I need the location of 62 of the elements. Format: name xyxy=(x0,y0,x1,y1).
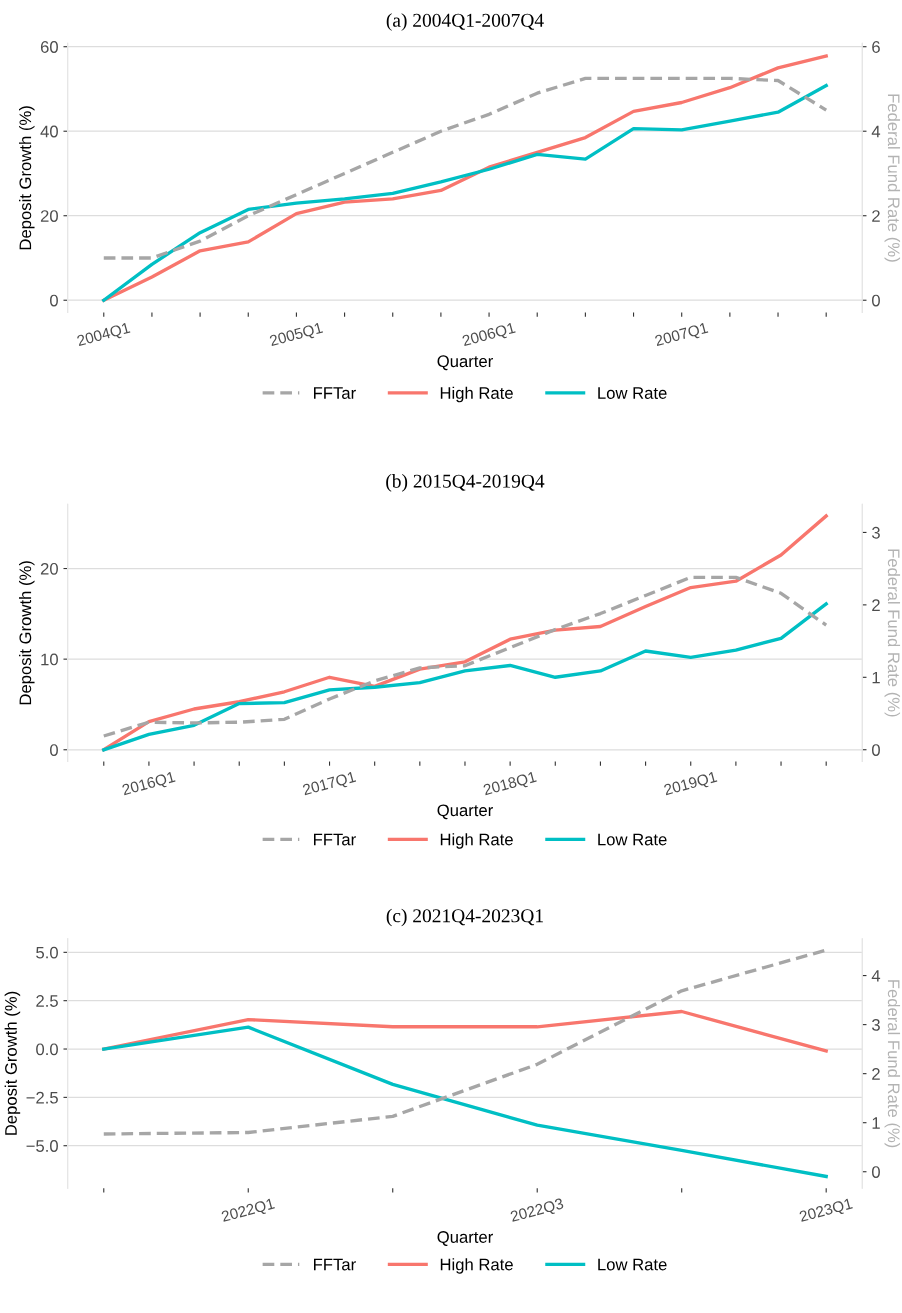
x-axis-title: Quarter xyxy=(437,355,493,371)
y-tick-label: 5.0 xyxy=(36,946,58,959)
x-tick-label: 2005Q1 xyxy=(269,322,324,349)
legend-label: Low Rate xyxy=(598,833,667,846)
x-tick-label: 2018Q1 xyxy=(482,771,538,798)
legend-label: High Rate xyxy=(440,386,513,403)
x-tick-label: 2017Q1 xyxy=(302,771,357,798)
y2-axis-title: Federal Fund Rate (%) xyxy=(884,980,901,1148)
x-tick-label: 2016Q1 xyxy=(121,771,177,798)
y-tick-label: 0 xyxy=(50,744,58,756)
y2-tick-label: 3 xyxy=(871,1019,880,1031)
y2-axis-title: Federal Fund Rate (%) xyxy=(884,549,901,717)
legend-label: FFTar xyxy=(314,1258,356,1271)
y2-tick-label: 2 xyxy=(872,599,880,611)
y-tick-label: 20 xyxy=(40,562,58,575)
y-tick-label: −5.0 xyxy=(26,1140,58,1152)
x-tick-label: 2019Q1 xyxy=(663,771,719,798)
y2-tick-label: 6 xyxy=(872,41,880,53)
y-tick-label: −2.5 xyxy=(26,1091,58,1104)
y-tick-label: 20 xyxy=(40,210,58,222)
y-axis-title: Deposit Growth (%) xyxy=(18,106,35,250)
x-tick-label: 2022Q3 xyxy=(509,1197,565,1225)
y2-tick-label: 1 xyxy=(872,671,880,684)
y2-tick-label: 2 xyxy=(872,1068,880,1080)
legend-label: High Rate xyxy=(440,1258,513,1274)
legend-label: FFTar xyxy=(314,833,356,846)
y2-tick-label: 0 xyxy=(871,294,880,307)
y2-tick-label: 1 xyxy=(872,1117,880,1129)
x-tick-label: 2004Q1 xyxy=(76,322,132,349)
x-tick-label: 2007Q1 xyxy=(654,322,710,349)
y-tick-label: 60 xyxy=(40,41,58,53)
x-tick-label: 2023Q1 xyxy=(798,1197,854,1225)
y-tick-label: 0 xyxy=(50,294,58,307)
line-series xyxy=(102,948,828,1136)
x-tick-label: 2022Q1 xyxy=(221,1197,276,1225)
line-series xyxy=(102,76,828,260)
y2-tick-label: 4 xyxy=(871,125,881,138)
legend-label: Low Rate xyxy=(598,387,667,399)
y-tick-label: 2.5 xyxy=(36,995,58,1007)
y-axis-title: Deposit Growth (%) xyxy=(4,991,21,1135)
x-axis-title: Quarter xyxy=(437,1231,493,1246)
y2-tick-label: 2 xyxy=(872,210,880,222)
x-axis-title: Quarter xyxy=(437,804,493,820)
line-series xyxy=(102,575,828,738)
y2-tick-label: 3 xyxy=(871,526,880,539)
y2-tick-label: 0 xyxy=(871,744,880,756)
line-series xyxy=(102,602,828,752)
legend-label: FFTar xyxy=(314,387,356,399)
y-tick-label: 40 xyxy=(40,125,58,138)
y-tick-label: 10 xyxy=(41,653,58,666)
y-tick-label: 0.0 xyxy=(36,1043,58,1056)
legend-label: Low Rate xyxy=(598,1258,667,1271)
y2-tick-label: 4 xyxy=(871,970,881,982)
chart-title: (a) 2004Q1-2007Q4 xyxy=(386,13,544,31)
chart-title: (c) 2021Q4-2023Q1 xyxy=(386,908,543,927)
y2-tick-label: 0 xyxy=(871,1166,880,1178)
line-series xyxy=(102,1025,828,1179)
y-axis-title: Deposit Growth (%) xyxy=(18,561,35,705)
legend-label: High Rate xyxy=(440,833,513,849)
y2-axis-title: Federal Fund Rate (%) xyxy=(884,94,901,262)
chart-title: (b) 2015Q4-2019Q4 xyxy=(386,474,545,492)
x-tick-label: 2006Q1 xyxy=(461,322,517,349)
